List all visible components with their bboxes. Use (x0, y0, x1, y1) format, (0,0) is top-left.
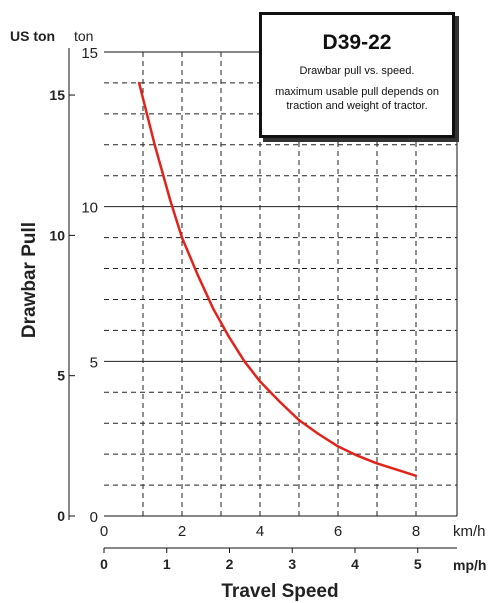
x-tick-label-kmh: 4 (256, 523, 264, 540)
y-tick-label-ton: 10 (81, 200, 98, 217)
y-tick-label-uston: 0 (57, 508, 65, 524)
data-point (395, 468, 398, 471)
x-axis-title: Travel Speed (221, 581, 338, 602)
data-point (196, 273, 199, 276)
y-tick-label-uston: 5 (57, 368, 65, 384)
axis-layer (68, 48, 457, 553)
x-tick-label-mph: 1 (163, 556, 171, 572)
data-point (278, 400, 281, 403)
chart-info-box: D39-22 Drawbar pull vs. speed. maximum u… (259, 12, 455, 138)
grid-layer (104, 51, 458, 517)
data-point (258, 380, 262, 383)
data-point (137, 81, 141, 85)
y-unit-ton: ton (74, 28, 93, 44)
data-point (297, 418, 301, 422)
data-point (145, 112, 149, 116)
data-point (317, 432, 320, 436)
y-axis-title: Drawbar Pull (19, 222, 40, 338)
x-tick-label-mph: 4 (351, 556, 359, 572)
x-tick-label-kmh: 6 (334, 523, 342, 540)
x-tick-label-kmh: 0 (100, 523, 108, 540)
x-unit-mph: mp/h (453, 557, 486, 573)
chart-subtitle: Drawbar pull vs. speed. (299, 65, 415, 77)
x-tick-label-mph: 2 (226, 556, 234, 572)
x-tick-label-mph: 3 (288, 556, 296, 572)
data-point (169, 199, 172, 202)
y-tick-label-ton: 0 (90, 509, 98, 526)
series-layer (137, 81, 418, 477)
y-tick-label-ton: 5 (90, 354, 98, 371)
y-tick-label-uston: 10 (49, 227, 65, 243)
data-point (414, 474, 418, 477)
x-tick-label-kmh: 8 (412, 523, 420, 540)
data-point (161, 171, 164, 174)
data-point (356, 454, 359, 457)
x-tick-label-mph: 0 (100, 556, 108, 572)
x-tick-label-kmh: 2 (178, 523, 186, 540)
chart-title: D39-22 (322, 31, 392, 54)
data-point (180, 236, 184, 239)
data-point (227, 335, 230, 338)
data-point (212, 307, 215, 310)
y-tick-label-ton: 15 (81, 45, 98, 62)
x-unit-kmh: km/h (453, 523, 486, 540)
y-unit-uston: US ton (10, 28, 55, 44)
data-point (375, 462, 379, 465)
chart-note: maximum usable pull depends on traction … (275, 86, 439, 112)
y-tick-label-uston: 15 (49, 87, 65, 103)
x-tick-label-mph: 5 (414, 556, 422, 572)
data-point (336, 445, 340, 448)
drawbar-pull-curve (137, 82, 417, 477)
data-point (243, 360, 246, 363)
data-point (153, 143, 156, 146)
